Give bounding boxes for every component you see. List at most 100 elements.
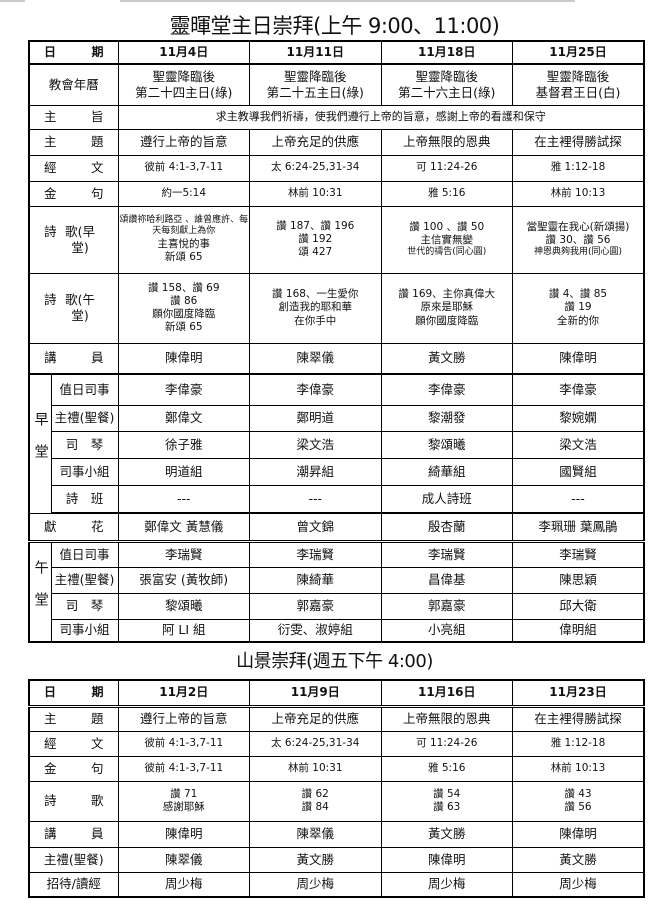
label-part: 歌 bbox=[90, 793, 104, 809]
date-row: 日期 11月2日 11月9日 11月16日 11月23日 bbox=[28, 679, 645, 708]
theme-row: 主題遵行上帝的旨意 上帝充足的供應 上帝無限的恩典 在主裡得勝試探 bbox=[28, 128, 645, 156]
label-part: 日 bbox=[44, 685, 57, 700]
top-rule bbox=[120, 0, 575, 2]
cell: 彼前 4:1-3,7-11 bbox=[117, 730, 250, 757]
row-label: 值日司事 bbox=[50, 373, 119, 406]
cell: 小亮組 bbox=[380, 618, 513, 643]
row-label: 詩歌 bbox=[28, 780, 119, 822]
late-service-row: 主禮(聖餐) 張富安 (黃牧師) 陳綺華 昌偉基 陳思穎 bbox=[29, 566, 645, 594]
verse-row: 金句約一5:14 林前 10:31 雅 5:16 林前 10:13 bbox=[28, 180, 645, 207]
label-part: 講 bbox=[44, 350, 57, 366]
cell: 陳偉明 bbox=[380, 846, 513, 873]
top-rule bbox=[0, 0, 25, 2]
row-label: 司事小組 bbox=[50, 457, 119, 486]
cell: 黃文勝 bbox=[380, 820, 513, 848]
cell: 成人詩班 bbox=[380, 484, 513, 514]
line: 第二十六主日(綠) bbox=[398, 84, 496, 100]
line: 讚 84 bbox=[301, 801, 329, 813]
line: 願你國度降臨 bbox=[152, 308, 216, 320]
label-part: 主 bbox=[44, 134, 57, 150]
cell: 黃文勝 bbox=[249, 846, 382, 873]
hymn-cell: 當聖靈在我心(新頌揚) 讚 30、讚 56 神恩典夠我用(同心圓) bbox=[512, 205, 645, 274]
row-label: 詩歌(午堂) bbox=[28, 272, 119, 344]
cell: 阿 LI 組 bbox=[117, 618, 250, 643]
cell: 黎潮發 bbox=[380, 404, 513, 432]
row-label: 詩 班 bbox=[50, 484, 119, 514]
label-part: 主 bbox=[44, 711, 57, 727]
purpose-row: 主旨求主教導我們祈禱，使我們遵行上帝的旨意，感謝上帝的看護和保守 bbox=[28, 104, 645, 130]
line: 讚 169、主你真偉大 bbox=[398, 288, 496, 301]
line: 聖靈降臨後 bbox=[283, 69, 347, 85]
hymn-cell: 讚 187、讚 196 讚 192 頌 427 bbox=[249, 205, 382, 274]
label-part: 詩 bbox=[44, 223, 57, 239]
row-label: 司 琴 bbox=[50, 592, 119, 620]
friday-title: 山景崇拜(週五下午 4:00) bbox=[236, 651, 433, 672]
hymn-row: 詩歌讚 71 感謝耶穌讚 62 讚 84 讚 54 讚 63 讚 43 讚 56 bbox=[28, 780, 645, 822]
hymn-cell: 讚 54 讚 63 bbox=[380, 780, 513, 822]
label-part: 期 bbox=[91, 685, 104, 700]
sunday-schedule-table: 日期 11月4日 11月11日 11月18日 11月25日 教會年曆 聖靈降臨後 第二十四主日… bbox=[28, 40, 645, 643]
line: 讚 4、讚 85 bbox=[548, 288, 608, 301]
label-part: 員 bbox=[90, 826, 104, 842]
cell: 陳綺華 bbox=[249, 566, 382, 594]
cell: 彼前 4:1-3,7-11 bbox=[117, 755, 250, 782]
line: 在你手中 bbox=[294, 314, 337, 327]
row-label: 日期 bbox=[28, 40, 119, 65]
hymn-cell: 讚 62 讚 84 bbox=[249, 780, 382, 822]
line: 讚 71 bbox=[170, 787, 198, 800]
line: 頌 427 bbox=[298, 246, 333, 259]
hymn-cell: 讚 169、主你真偉大 原來是耶穌 願你國度降臨 bbox=[380, 272, 513, 344]
label-part: 員 bbox=[90, 350, 104, 366]
cell: 11月23日 bbox=[512, 679, 645, 708]
line: 世代的禱告(同心圓) bbox=[407, 247, 487, 257]
line: 讚 54 bbox=[433, 787, 461, 800]
cell: 林前 10:13 bbox=[512, 180, 645, 207]
row-label: 講員 bbox=[28, 342, 119, 375]
cell: 陳偉明 bbox=[512, 820, 645, 848]
cell: 黃文勝 bbox=[512, 846, 645, 873]
early-service-row: 詩 班 --- --- 成人詩班 --- bbox=[29, 484, 645, 514]
cell: 國賢組 bbox=[512, 457, 645, 486]
cell: 昌偉基 bbox=[380, 566, 513, 594]
label-part: 講 bbox=[44, 826, 57, 842]
line: 主喜悅的事 bbox=[157, 237, 211, 250]
cell: 曾文錦 bbox=[249, 512, 382, 543]
cell: 李瑞賢 bbox=[380, 540, 513, 568]
cell: 陳偉明 bbox=[117, 342, 250, 375]
cell: 可 11:24-26 bbox=[380, 730, 513, 757]
friday-schedule-table: 日期 11月2日 11月9日 11月16日 11月23日主題遵行上帝的旨意 上帝充足的供應… bbox=[28, 679, 645, 898]
cell: 上帝無限的恩典 bbox=[380, 705, 513, 732]
line: 讚 86 bbox=[170, 294, 198, 307]
late-service-row: 司事小組阿 LI 組衍雯、淑婷組 小亮組 偉明組 bbox=[29, 618, 645, 643]
line: 讚 19 bbox=[564, 301, 592, 314]
label-part: 句 bbox=[90, 185, 104, 201]
cell: 潮昇組 bbox=[249, 457, 382, 486]
cell: 11月4日 bbox=[117, 40, 250, 65]
hymn-late-row: 詩歌(午堂) 讚 158、讚 69 讚 86 願你國度降臨 新頌 65 讚 168、一生愛… bbox=[28, 272, 645, 344]
hymn-cell: 讚 71 感謝耶穌 bbox=[117, 780, 250, 822]
cell: 徐子雅 bbox=[117, 430, 250, 459]
line: 主信實無變 bbox=[420, 233, 474, 246]
cell: 綺華組 bbox=[380, 457, 513, 486]
row-label: 獻花 bbox=[28, 512, 119, 543]
row-label: 主題 bbox=[28, 705, 119, 732]
line: 頌讚祢哈利路亞 、誰曾應許、每天每刻獻上為你 bbox=[119, 215, 249, 237]
cell: 鄭明道 bbox=[249, 404, 382, 432]
cell: 太 6:24-25,31-34 bbox=[249, 730, 382, 757]
label-part: 歌(早堂) bbox=[65, 223, 95, 255]
row-label: 值日司事 bbox=[50, 540, 119, 568]
cell: 在主裡得勝試探 bbox=[512, 705, 645, 732]
cell: 約一5:14 bbox=[117, 180, 250, 207]
hymn-cell: 讚 43 讚 56 bbox=[512, 780, 645, 822]
line: 神恩典夠我用(同心圓) bbox=[533, 247, 623, 257]
cell: 李偉豪 bbox=[380, 373, 513, 406]
line: 聖靈降臨後 bbox=[415, 69, 478, 85]
cell: 李瑞賢 bbox=[249, 540, 382, 568]
line: 讚 158、讚 69 bbox=[147, 281, 220, 294]
cell: 在主裡得勝試探 bbox=[512, 128, 645, 156]
cell: 鄭偉文 黃慧儀 bbox=[117, 512, 250, 543]
calendar-cell: 聖靈降臨後 第二十四主日(綠) bbox=[117, 63, 250, 106]
label-part: 文 bbox=[90, 160, 104, 176]
cell: 李偉豪 bbox=[249, 373, 382, 406]
label-part: 獻 bbox=[44, 518, 57, 534]
